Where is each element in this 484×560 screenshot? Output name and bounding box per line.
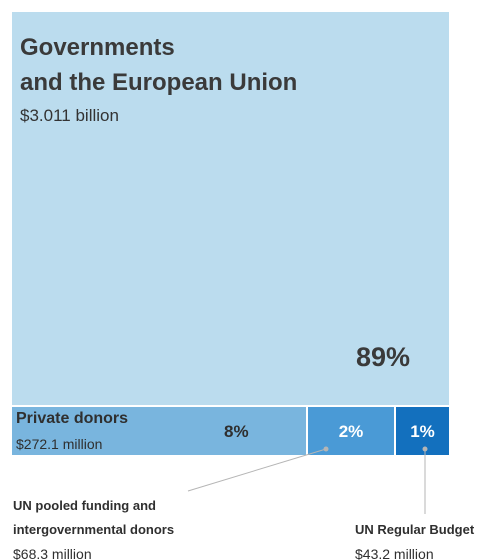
un-pooled-funding-amount: $68.3 million (13, 546, 92, 560)
tile-un-pooled-funding: 2% (308, 407, 394, 455)
governments-eu-percent: 89% (355, 342, 410, 372)
private-donors-percent: 8% (224, 422, 249, 441)
governments-eu-label-line-1: Governments (20, 34, 175, 61)
un-regular-budget-label: UN Regular Budget (355, 522, 475, 537)
un-regular-budget-amount: $43.2 million (355, 546, 434, 560)
un-pooled-funding-label-line-1: UN pooled funding and (13, 498, 156, 513)
tile-un-regular-budget: 1% (396, 407, 449, 455)
un-pooled-funding-callout: UN pooled funding and intergovernmental … (13, 494, 233, 560)
governments-eu-label-line-2: and the European Union (20, 69, 298, 96)
un-regular-budget-percent: 1% (410, 422, 435, 441)
tile-private-donors: Private donors $272.1 million 8% (12, 407, 306, 455)
private-donors-label: Private donors (16, 410, 129, 427)
governments-eu-label: Governments and the European Union (20, 30, 400, 100)
leader-line-un-pooled-funding (187, 448, 327, 492)
un-pooled-funding-label-line-2: intergovernmental donors (13, 522, 175, 537)
un-pooled-funding-label: UN pooled funding and intergovernmental … (13, 494, 233, 542)
tile-governments-eu: Governments and the European Union $3.01… (12, 12, 449, 405)
un-pooled-funding-percent: 2% (338, 422, 364, 441)
un-regular-budget-callout: UN Regular Budget $43.2 million (355, 518, 483, 560)
governments-eu-amount: $3.011 billion (20, 106, 119, 125)
private-donors-amount: $272.1 million (16, 436, 103, 452)
